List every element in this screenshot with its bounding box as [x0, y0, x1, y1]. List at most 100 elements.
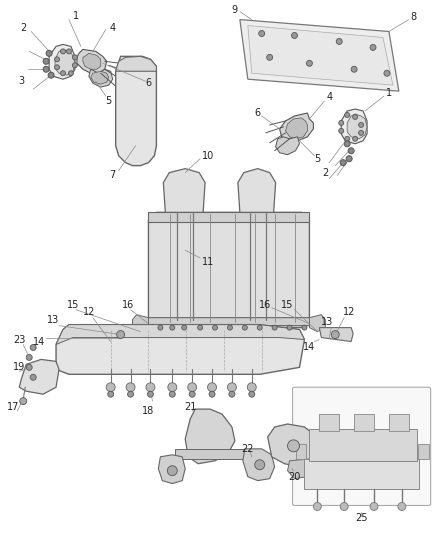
Text: 10: 10 — [202, 151, 214, 161]
Circle shape — [55, 65, 60, 70]
Text: 1: 1 — [386, 88, 392, 98]
Circle shape — [48, 72, 54, 78]
Polygon shape — [238, 168, 276, 212]
Circle shape — [292, 33, 297, 38]
Circle shape — [26, 354, 32, 360]
Text: 16: 16 — [258, 300, 271, 310]
Circle shape — [188, 383, 197, 392]
Circle shape — [72, 55, 78, 60]
Text: 8: 8 — [411, 12, 417, 22]
Polygon shape — [185, 409, 235, 464]
Polygon shape — [309, 314, 325, 332]
Circle shape — [259, 30, 265, 36]
Circle shape — [158, 325, 163, 330]
Text: 19: 19 — [13, 362, 25, 373]
Polygon shape — [296, 444, 307, 459]
Circle shape — [68, 71, 74, 76]
Text: 5: 5 — [106, 96, 112, 106]
Circle shape — [307, 60, 312, 66]
Circle shape — [60, 49, 65, 54]
Polygon shape — [389, 414, 409, 431]
Polygon shape — [341, 109, 367, 144]
Polygon shape — [19, 359, 59, 394]
Circle shape — [227, 383, 237, 392]
Circle shape — [108, 391, 114, 397]
Circle shape — [60, 71, 65, 76]
Text: 1: 1 — [73, 11, 79, 21]
Circle shape — [359, 123, 364, 127]
Circle shape — [30, 374, 36, 380]
Text: 11: 11 — [202, 257, 214, 267]
Polygon shape — [89, 69, 113, 87]
Polygon shape — [148, 212, 309, 222]
Circle shape — [168, 383, 177, 392]
Circle shape — [229, 391, 235, 397]
Circle shape — [182, 325, 187, 330]
Polygon shape — [49, 44, 75, 79]
Polygon shape — [163, 168, 205, 212]
Circle shape — [348, 148, 354, 154]
Circle shape — [384, 70, 390, 76]
Circle shape — [148, 391, 153, 397]
Circle shape — [331, 330, 339, 338]
Polygon shape — [107, 328, 141, 342]
Circle shape — [247, 383, 256, 392]
Text: 2: 2 — [322, 167, 328, 177]
Polygon shape — [133, 314, 148, 332]
Circle shape — [170, 391, 175, 397]
Circle shape — [212, 325, 218, 330]
Circle shape — [345, 136, 350, 141]
Text: 15: 15 — [281, 300, 294, 310]
Circle shape — [126, 383, 135, 392]
Polygon shape — [55, 50, 75, 75]
Text: 20: 20 — [288, 472, 301, 482]
Circle shape — [353, 136, 357, 141]
Circle shape — [339, 128, 344, 133]
Polygon shape — [347, 114, 367, 139]
Circle shape — [170, 325, 175, 330]
Polygon shape — [243, 449, 275, 481]
Circle shape — [339, 120, 344, 125]
Circle shape — [46, 51, 52, 56]
Text: 9: 9 — [232, 5, 238, 14]
Circle shape — [345, 112, 350, 117]
Circle shape — [208, 383, 216, 392]
Polygon shape — [288, 459, 314, 479]
Circle shape — [242, 325, 247, 330]
Circle shape — [353, 115, 357, 119]
Text: 5: 5 — [314, 154, 321, 164]
Circle shape — [340, 160, 346, 166]
Text: 23: 23 — [13, 335, 25, 344]
Circle shape — [255, 460, 265, 470]
Text: 17: 17 — [7, 402, 20, 412]
Circle shape — [351, 66, 357, 72]
Circle shape — [167, 466, 177, 475]
Text: 4: 4 — [326, 92, 332, 102]
Polygon shape — [77, 50, 107, 73]
Circle shape — [20, 398, 27, 405]
Polygon shape — [268, 424, 319, 467]
Text: 7: 7 — [110, 169, 116, 180]
Text: 21: 21 — [184, 402, 196, 412]
Circle shape — [189, 391, 195, 397]
Polygon shape — [240, 20, 399, 91]
Text: 6: 6 — [145, 78, 152, 88]
Text: 12: 12 — [83, 306, 95, 317]
Circle shape — [198, 325, 203, 330]
Polygon shape — [418, 444, 429, 459]
Circle shape — [257, 325, 262, 330]
Polygon shape — [91, 71, 109, 84]
Polygon shape — [319, 414, 339, 431]
Text: 18: 18 — [142, 406, 155, 416]
Text: 14: 14 — [33, 336, 45, 346]
Polygon shape — [354, 414, 374, 431]
Circle shape — [267, 54, 273, 60]
Polygon shape — [286, 118, 307, 139]
Polygon shape — [116, 56, 156, 71]
FancyBboxPatch shape — [293, 387, 431, 505]
Polygon shape — [148, 212, 309, 328]
Circle shape — [370, 44, 376, 51]
Polygon shape — [159, 455, 185, 483]
Text: 4: 4 — [110, 22, 116, 33]
Text: 22: 22 — [242, 444, 254, 454]
